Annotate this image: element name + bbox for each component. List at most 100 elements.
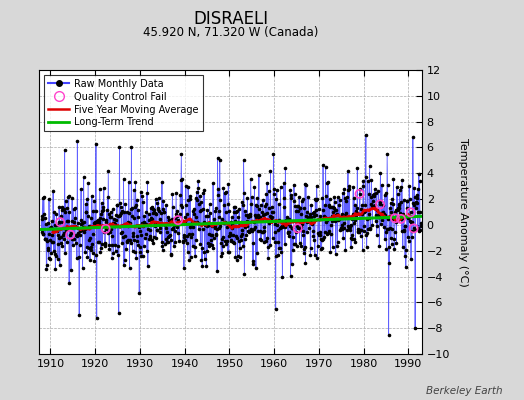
Point <box>401 264 410 270</box>
Point <box>251 224 259 230</box>
Point <box>54 235 63 242</box>
Point <box>313 196 321 202</box>
Point <box>392 184 401 190</box>
Point <box>224 180 233 187</box>
Point <box>173 213 181 220</box>
Point <box>296 240 304 246</box>
Point <box>214 192 222 198</box>
Point <box>270 229 279 235</box>
Point <box>188 220 196 226</box>
Point <box>88 241 96 247</box>
Point <box>112 216 121 223</box>
Point <box>208 223 216 229</box>
Point <box>410 184 419 191</box>
Point <box>116 212 124 218</box>
Point <box>343 194 351 200</box>
Point <box>392 207 400 213</box>
Point <box>353 209 361 216</box>
Point <box>204 231 213 238</box>
Point <box>264 255 272 262</box>
Point <box>126 206 135 212</box>
Point <box>296 205 304 211</box>
Point <box>405 182 413 189</box>
Point <box>274 227 282 233</box>
Point <box>222 241 231 248</box>
Point <box>304 214 313 220</box>
Point <box>290 181 298 188</box>
Point <box>354 226 362 233</box>
Point <box>249 240 257 246</box>
Point <box>130 249 139 256</box>
Point <box>116 200 124 206</box>
Point <box>380 210 388 217</box>
Point <box>79 225 87 232</box>
Point <box>315 213 324 219</box>
Point <box>78 226 86 233</box>
Point <box>42 266 51 272</box>
Point <box>221 189 229 196</box>
Point <box>93 218 101 225</box>
Point <box>362 232 370 238</box>
Point <box>367 193 375 200</box>
Point <box>161 220 169 227</box>
Point <box>144 263 152 269</box>
Point <box>118 240 126 246</box>
Point <box>69 242 77 248</box>
Point <box>219 185 227 192</box>
Point <box>409 134 417 140</box>
Point <box>367 201 375 207</box>
Point <box>172 190 180 196</box>
Point <box>150 207 158 213</box>
Point <box>301 181 309 187</box>
Point <box>168 226 176 232</box>
Point <box>119 222 127 228</box>
Point <box>414 209 423 216</box>
Point <box>116 204 125 210</box>
Point <box>50 248 58 254</box>
Point <box>295 194 303 200</box>
Point <box>223 248 232 255</box>
Point <box>344 168 352 174</box>
Point <box>338 226 346 232</box>
Point <box>161 236 170 242</box>
Point <box>336 214 345 220</box>
Point <box>372 212 380 218</box>
Point <box>284 229 292 236</box>
Point <box>309 233 318 239</box>
Point <box>383 151 391 157</box>
Point <box>104 211 113 218</box>
Point <box>56 219 64 225</box>
Point <box>102 226 110 232</box>
Point <box>66 232 74 238</box>
Point <box>410 202 418 208</box>
Point <box>190 210 198 217</box>
Point <box>56 219 64 225</box>
Point <box>384 226 392 232</box>
Point <box>408 234 417 240</box>
Point <box>42 221 50 228</box>
Point <box>230 209 238 216</box>
Point <box>333 210 341 217</box>
Point <box>258 212 267 218</box>
Point <box>345 225 353 231</box>
Point <box>113 202 122 208</box>
Point <box>265 220 274 226</box>
Point <box>201 222 210 228</box>
Point <box>322 193 331 199</box>
Point <box>146 227 154 233</box>
Point <box>159 198 167 204</box>
Point <box>319 206 328 213</box>
Point <box>125 265 134 272</box>
Point <box>217 216 226 222</box>
Point <box>261 238 270 244</box>
Point <box>187 254 195 260</box>
Point <box>391 215 399 221</box>
Point <box>334 194 342 201</box>
Point <box>363 230 371 236</box>
Point <box>191 244 199 251</box>
Point <box>338 211 346 218</box>
Point <box>69 236 78 242</box>
Point <box>205 222 213 228</box>
Point <box>183 211 191 218</box>
Point <box>53 232 62 238</box>
